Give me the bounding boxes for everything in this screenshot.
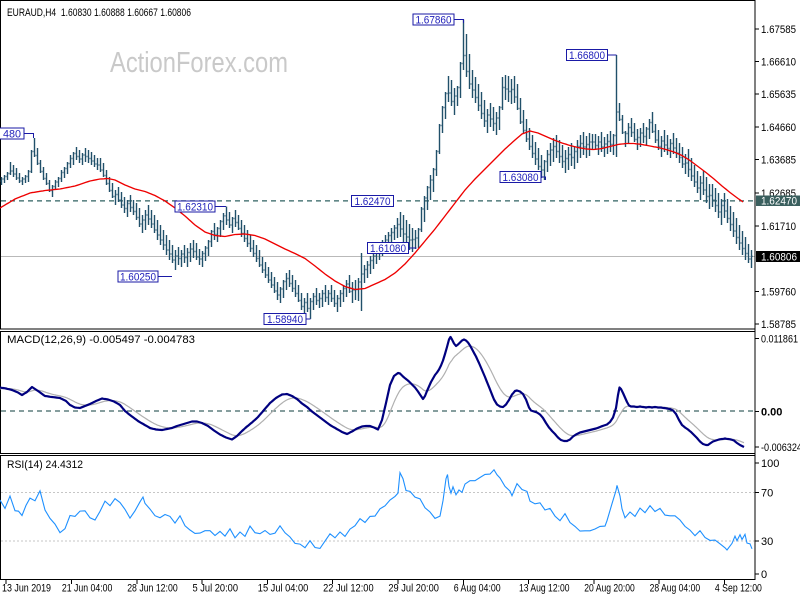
svg-text:1.67860: 1.67860 bbox=[416, 15, 452, 27]
svg-text:0: 0 bbox=[761, 569, 767, 581]
svg-text:MACD(12,26,9) -0.005497 -0.004: MACD(12,26,9) -0.005497 -0.004783 bbox=[7, 334, 195, 346]
svg-text:1.62310: 1.62310 bbox=[177, 202, 213, 214]
svg-text:EURAUD,H4 1.60830 1.60888 1.6: EURAUD,H4 1.60830 1.60888 1.60667 1.6080… bbox=[7, 7, 191, 19]
svg-text:480: 480 bbox=[3, 129, 21, 141]
svg-text:70: 70 bbox=[761, 488, 773, 500]
svg-text:100: 100 bbox=[761, 458, 779, 470]
svg-text:1.62470: 1.62470 bbox=[761, 195, 797, 207]
svg-text:RSI(14) 24.4312: RSI(14) 24.4312 bbox=[7, 459, 83, 471]
svg-text:1.64660: 1.64660 bbox=[761, 122, 796, 134]
svg-text:15 Jul 04:00: 15 Jul 04:00 bbox=[258, 583, 309, 595]
svg-text:1.60806: 1.60806 bbox=[761, 251, 797, 263]
svg-text:1.66800: 1.66800 bbox=[569, 50, 605, 62]
svg-text:13 Aug 12:00: 13 Aug 12:00 bbox=[519, 583, 570, 595]
svg-text:0.011861: 0.011861 bbox=[761, 334, 798, 346]
svg-text:20 Aug 20:00: 20 Aug 20:00 bbox=[584, 583, 635, 595]
svg-text:1.60250: 1.60250 bbox=[120, 272, 156, 284]
svg-text:29 Jul 20:00: 29 Jul 20:00 bbox=[388, 583, 439, 595]
svg-text:1.61710: 1.61710 bbox=[761, 221, 796, 233]
svg-text:0.00: 0.00 bbox=[761, 407, 782, 419]
svg-text:28 Aug 04:00: 28 Aug 04:00 bbox=[650, 583, 701, 595]
svg-text:30: 30 bbox=[761, 536, 773, 548]
svg-text:1.61080: 1.61080 bbox=[370, 243, 406, 255]
svg-text:1.58785: 1.58785 bbox=[761, 319, 796, 331]
svg-text:1.59760: 1.59760 bbox=[761, 286, 796, 298]
svg-text:21 Jun 04:00: 21 Jun 04:00 bbox=[62, 583, 113, 595]
svg-text:1.65635: 1.65635 bbox=[761, 89, 796, 101]
svg-text:4 Sep 12:00: 4 Sep 12:00 bbox=[715, 583, 762, 595]
svg-text:6 Aug 04:00: 6 Aug 04:00 bbox=[454, 583, 501, 595]
svg-text:1.62470: 1.62470 bbox=[355, 196, 391, 208]
svg-text:22 Jul 12:00: 22 Jul 12:00 bbox=[323, 583, 374, 595]
svg-text:1.63685: 1.63685 bbox=[761, 155, 796, 167]
svg-text:5 Jul 20:00: 5 Jul 20:00 bbox=[193, 583, 239, 595]
svg-text:ActionForex.com: ActionForex.com bbox=[110, 47, 288, 79]
svg-text:13 Jun 2019: 13 Jun 2019 bbox=[2, 583, 51, 595]
svg-text:28 Jun 12:00: 28 Jun 12:00 bbox=[127, 583, 178, 595]
svg-text:1.63080: 1.63080 bbox=[503, 172, 539, 184]
svg-text:1.66610: 1.66610 bbox=[761, 57, 796, 69]
svg-text:1.67585: 1.67585 bbox=[761, 24, 796, 36]
svg-text:1.58940: 1.58940 bbox=[267, 314, 303, 326]
svg-text:-0.006324: -0.006324 bbox=[761, 442, 800, 454]
